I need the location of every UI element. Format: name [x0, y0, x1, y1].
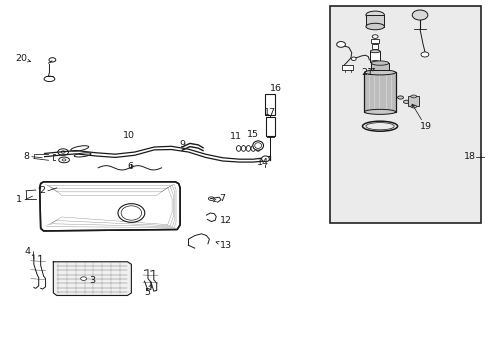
Bar [370, 39, 378, 43]
Ellipse shape [350, 57, 355, 60]
Ellipse shape [369, 50, 379, 53]
Text: 14: 14 [257, 158, 268, 167]
Ellipse shape [62, 159, 66, 161]
Text: 1: 1 [16, 195, 22, 204]
Ellipse shape [365, 11, 384, 19]
Bar [341, 64, 352, 69]
Text: 11: 11 [230, 132, 242, 141]
Ellipse shape [410, 95, 416, 98]
Ellipse shape [370, 61, 388, 65]
Bar [266, 117, 274, 136]
Bar [371, 44, 377, 49]
Ellipse shape [59, 157, 69, 163]
Ellipse shape [403, 100, 408, 103]
Ellipse shape [255, 145, 260, 151]
Ellipse shape [63, 185, 87, 190]
Bar [365, 15, 384, 27]
Ellipse shape [261, 156, 269, 162]
Polygon shape [40, 182, 180, 231]
Text: 10: 10 [122, 131, 134, 140]
Polygon shape [53, 262, 131, 296]
Ellipse shape [245, 145, 250, 151]
Text: 20: 20 [15, 54, 27, 63]
Ellipse shape [364, 109, 395, 114]
Ellipse shape [254, 143, 261, 148]
Bar [407, 96, 418, 107]
Bar [364, 72, 395, 112]
Ellipse shape [369, 60, 379, 63]
Ellipse shape [208, 197, 214, 201]
Text: 8: 8 [23, 152, 29, 161]
Text: 15: 15 [247, 130, 259, 139]
Ellipse shape [365, 123, 393, 130]
Ellipse shape [250, 145, 255, 151]
Text: 13: 13 [220, 241, 232, 250]
Ellipse shape [365, 23, 384, 30]
Ellipse shape [121, 206, 142, 220]
Text: 2: 2 [39, 186, 45, 195]
Ellipse shape [61, 151, 65, 153]
Ellipse shape [410, 105, 416, 108]
Text: 19: 19 [419, 122, 431, 131]
Ellipse shape [74, 153, 91, 157]
Ellipse shape [118, 204, 144, 222]
Text: 6: 6 [127, 162, 133, 171]
Text: 7: 7 [219, 194, 225, 203]
Text: 9: 9 [179, 140, 184, 149]
Ellipse shape [58, 149, 68, 155]
Ellipse shape [241, 145, 245, 151]
Text: 21: 21 [361, 68, 373, 77]
Bar [265, 94, 275, 115]
Bar [329, 6, 480, 223]
Ellipse shape [71, 146, 88, 151]
Bar [369, 51, 379, 62]
Ellipse shape [336, 41, 345, 47]
Bar [370, 63, 388, 70]
Text: 4: 4 [24, 247, 30, 256]
Text: 18: 18 [463, 152, 475, 161]
Ellipse shape [81, 277, 86, 280]
Ellipse shape [371, 35, 377, 39]
Ellipse shape [420, 52, 428, 57]
Ellipse shape [49, 58, 56, 62]
Text: 12: 12 [220, 216, 231, 225]
Ellipse shape [236, 145, 241, 151]
Text: 5: 5 [143, 288, 150, 297]
Ellipse shape [252, 141, 263, 150]
Ellipse shape [411, 10, 427, 20]
Ellipse shape [44, 76, 55, 82]
Ellipse shape [364, 70, 395, 75]
Text: 16: 16 [270, 84, 282, 93]
Text: 17: 17 [264, 108, 275, 117]
Ellipse shape [397, 96, 403, 99]
Text: 3: 3 [89, 276, 95, 285]
